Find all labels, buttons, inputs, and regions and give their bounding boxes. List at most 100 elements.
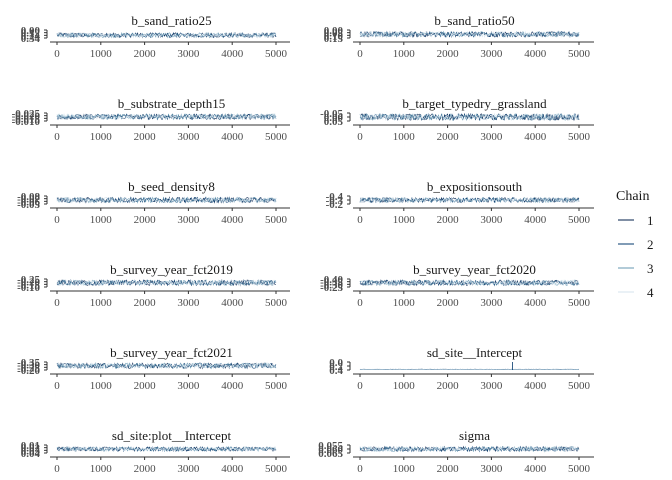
x-tick-label: 3000 [177,297,200,309]
x-tick-label: 0 [54,463,60,475]
y-tick-label: -0.30 [17,360,40,372]
panel-title: b_substrate_depth15 [118,96,226,111]
x-tick-label: 0 [54,48,60,60]
y-tick-label: 0.00 [324,112,344,124]
y-tick-label: 0.02 [21,443,41,455]
x-tick-label: 2000 [437,131,460,143]
x-tick-label: 2000 [437,463,460,475]
x-tick-label: 0 [54,297,60,309]
x-tick-label: 3000 [177,48,200,60]
trace-panel: b_seed_density8 -0.05-0.06-0.07-0.08 0 1000… [17,179,290,226]
chain-2-trace [56,196,277,204]
x-tick-label: 3000 [480,297,503,309]
x-tick-label: 1000 [90,463,113,475]
x-tick-label: 2000 [437,380,460,392]
y-tick-label: -0.15 [17,279,40,291]
chain-3-trace [56,196,277,204]
trace-panel: b_survey_year_fct2019 -0.10-0.15-0.20-0.2… [17,262,290,309]
panel-title: b_survey_year_fct2020 [413,262,536,277]
x-tick-label: 2000 [134,131,157,143]
panel-title: b_target_typedry_grassland [402,96,547,111]
x-tick-label: 5000 [265,297,288,309]
y-tick-label: -0.25 [17,274,40,286]
x-tick-label: 3000 [480,380,503,392]
x-tick-label: 1000 [393,297,416,309]
x-tick-label: 3000 [480,131,503,143]
trace-panel: b_sand_ratio25 0.340.240.120.00 0 1000 2000 3… [21,13,290,60]
legend-label: 4 [647,285,654,300]
y-tick-label: -0.010 [12,116,41,128]
chain-4-trace [359,30,580,38]
y-tick-label: 0.12 [21,28,41,40]
x-tick-label: 5000 [568,463,591,475]
y-tick-label: -0.25 [320,282,343,294]
x-tick-label: 0 [357,463,363,475]
y-tick-label: -0.07 [17,194,40,206]
y-tick-label: 0.4 [329,365,343,377]
trace-panel: b_expositionsouth -0.2-0.3-0.4 0 1000 2000 30… [326,179,594,226]
x-tick-label: 0 [357,214,363,226]
chain-4-trace [56,113,277,121]
chain-4-trace [359,279,580,287]
x-tick-label: 1000 [90,131,113,143]
y-tick-label: 0.05 [324,28,344,40]
legend-item: 3 [618,261,654,276]
x-tick-label: 3000 [177,131,200,143]
y-tick-label: 0.05 [324,116,344,128]
y-tick-label: -0.3 [326,195,344,207]
y-tick-label: -0.020 [12,111,41,123]
chain-4-trace [56,362,277,370]
x-tick-label: 5000 [568,380,591,392]
x-tick-label: 1000 [90,380,113,392]
chain-4-trace [359,196,580,204]
trace-panel: sd_site__Intercept 0.40.20.0 0 1000 2000 3000… [329,345,594,392]
y-tick-label: 0.03 [21,445,41,457]
x-tick-label: 3000 [177,214,200,226]
x-tick-label: 4000 [221,380,244,392]
y-tick-label: -0.10 [17,282,40,294]
x-tick-label: 5000 [568,297,591,309]
x-tick-label: 4000 [524,297,547,309]
y-tick-label: -0.20 [17,365,40,377]
x-tick-label: 4000 [221,48,244,60]
x-tick-label: 0 [54,131,60,143]
chain-4-trace [56,196,277,204]
x-tick-label: 3000 [177,380,200,392]
panel-title: b_expositionsouth [427,179,523,194]
chain-2-trace [56,362,277,370]
panel-title: sd_site:plot__Intercept [112,428,232,443]
trace-panel: b_survey_year_fct2020 -0.25-0.30-0.35-0.4… [320,262,594,309]
chain-4-trace [359,445,580,453]
x-tick-label: 4000 [524,380,547,392]
y-tick-label: -0.05 [320,108,343,120]
legend-label: 2 [647,237,654,252]
x-tick-label: 2000 [437,214,460,226]
y-tick-label: -0.20 [17,277,40,289]
x-tick-label: 4000 [524,214,547,226]
y-tick-label: -0.40 [320,274,343,286]
y-tick-label: -0.08 [17,191,40,203]
y-tick-label: -0.35 [320,277,343,289]
trace-panel: b_target_typedry_grassland 0.050.00-0.05 0… [320,96,594,143]
x-tick-label: 2000 [437,48,460,60]
x-tick-label: 1000 [90,214,113,226]
x-tick-label: 3000 [480,48,503,60]
trace-panel: b_substrate_depth15 -0.010-0.015-0.020-0.… [12,96,290,143]
x-tick-label: 5000 [265,48,288,60]
x-tick-label: 4000 [221,214,244,226]
panel-title: b_sand_ratio50 [434,13,514,28]
chain-3-trace [359,279,580,287]
x-tick-label: 5000 [265,463,288,475]
y-tick-label: 0.2 [329,361,343,373]
x-tick-label: 1000 [393,380,416,392]
legend-item: 1 [618,213,654,228]
x-tick-label: 0 [357,131,363,143]
x-tick-label: 3000 [177,463,200,475]
x-tick-label: 1000 [393,463,416,475]
x-tick-label: 2000 [134,48,157,60]
y-tick-label: 0.10 [324,30,344,42]
panel-title: b_seed_density8 [128,179,215,194]
panel-title: sd_site__Intercept [427,345,523,360]
x-tick-label: 4000 [221,297,244,309]
